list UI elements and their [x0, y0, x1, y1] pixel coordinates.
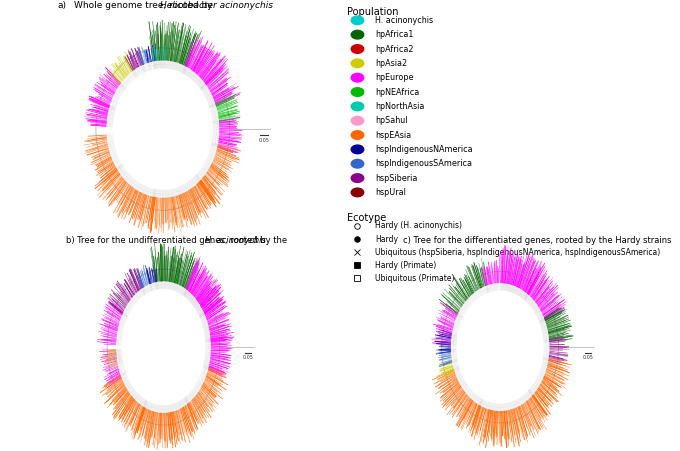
Circle shape	[352, 30, 364, 39]
Text: 0.05: 0.05	[258, 138, 269, 143]
Text: hspSiberia: hspSiberia	[375, 174, 418, 183]
Text: hpNEAfrica: hpNEAfrica	[375, 87, 419, 97]
Circle shape	[352, 16, 364, 25]
Text: Hardy: Hardy	[375, 235, 398, 244]
Text: Hardy (Primate): Hardy (Primate)	[375, 261, 436, 270]
Circle shape	[352, 145, 364, 154]
Text: Hardy (H. acinonychis): Hardy (H. acinonychis)	[375, 221, 462, 230]
Text: 0.05: 0.05	[243, 355, 254, 360]
Text: hpEurope: hpEurope	[375, 73, 413, 82]
Text: Whole genome tree, rooted by: Whole genome tree, rooted by	[74, 1, 216, 10]
Circle shape	[352, 174, 364, 182]
Text: Helicobacter acinonychis: Helicobacter acinonychis	[160, 1, 273, 10]
Text: a): a)	[58, 1, 67, 10]
Circle shape	[352, 45, 364, 53]
Circle shape	[352, 74, 364, 82]
Circle shape	[352, 88, 364, 97]
Text: hpAfrica2: hpAfrica2	[375, 45, 413, 54]
Text: hpNorthAsia: hpNorthAsia	[375, 102, 424, 111]
Text: hspIndigenousNAmerica: hspIndigenousNAmerica	[375, 145, 473, 154]
Text: b) Tree for the undifferentiated genes, rooted by the: b) Tree for the undifferentiated genes, …	[66, 235, 290, 244]
Circle shape	[352, 116, 364, 125]
Text: hspUral: hspUral	[375, 188, 406, 197]
Text: hspEAsia: hspEAsia	[375, 130, 411, 139]
Circle shape	[352, 102, 364, 110]
Text: Population: Population	[347, 7, 398, 17]
Circle shape	[352, 59, 364, 68]
Text: hspIndigenousSAmerica: hspIndigenousSAmerica	[375, 159, 472, 168]
Text: H. acinonychis: H. acinonychis	[375, 16, 433, 25]
Circle shape	[352, 188, 364, 197]
Text: hpAsia2: hpAsia2	[375, 59, 407, 68]
Text: Ecotype: Ecotype	[347, 213, 386, 223]
Text: H. acinonychis: H. acinonychis	[205, 235, 265, 244]
Text: hpSahul: hpSahul	[375, 116, 407, 125]
Text: c) Tree for the differentiated genes, rooted by the Hardy strains: c) Tree for the differentiated genes, ro…	[403, 235, 671, 244]
Text: 0.05: 0.05	[583, 355, 594, 360]
Text: hpAfrica1: hpAfrica1	[375, 30, 413, 39]
Circle shape	[352, 131, 364, 139]
Text: Ubiquitous (Primate): Ubiquitous (Primate)	[375, 274, 454, 283]
Circle shape	[352, 160, 364, 168]
Text: Ubiquitous (hspSiberia, hspIndigenousNAmerica, hspIndigenousSAmerica): Ubiquitous (hspSiberia, hspIndigenousNAm…	[375, 248, 660, 257]
